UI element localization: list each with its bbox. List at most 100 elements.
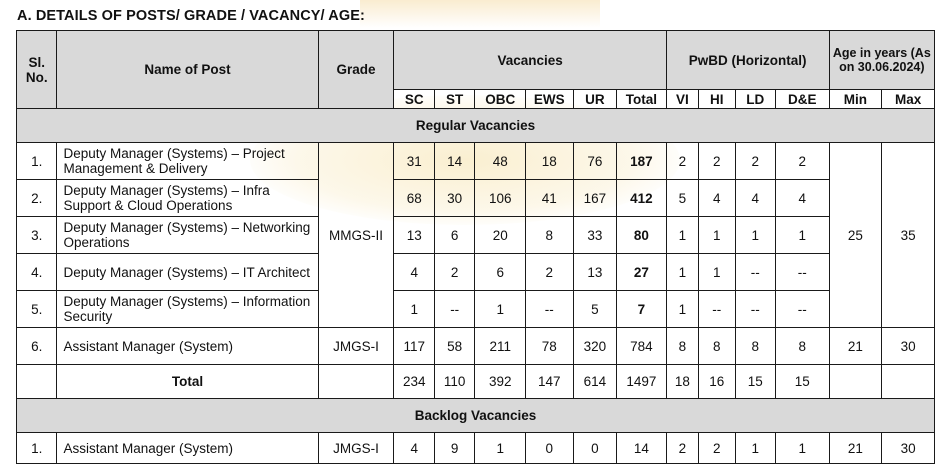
- hi-cell: 2: [698, 432, 736, 464]
- header-obc: OBC: [474, 89, 527, 109]
- de-cell: 8: [774, 327, 830, 365]
- ld-cell: 8: [734, 327, 776, 365]
- sc-cell: 31: [393, 142, 435, 180]
- hi-cell: 4: [698, 179, 736, 217]
- age-min-cell: 21: [828, 432, 883, 464]
- vi-cell: 1: [665, 290, 700, 328]
- sl-cell: 6.: [15, 327, 58, 365]
- hi-cell: 8: [698, 327, 736, 365]
- header-name-of-post: Name of Post: [56, 30, 319, 109]
- backlog-vacancies-label: Backlog Vacancies: [16, 398, 935, 433]
- hi-cell: --: [698, 290, 736, 328]
- vi-total: 18: [665, 364, 700, 399]
- sl-cell: [15, 364, 58, 399]
- ur-cell: 320: [572, 327, 618, 365]
- post-cell: Deputy Manager (Systems) – Infra Support…: [56, 179, 319, 217]
- header-st: ST: [433, 89, 476, 109]
- de-cell: 1: [774, 432, 830, 464]
- st-cell: 6: [433, 216, 476, 254]
- header-sl-no: Sl. No.: [15, 30, 58, 109]
- vi-cell: 2: [665, 432, 700, 464]
- table-row: 1. Deputy Manager (Systems) – Project Ma…: [15, 142, 935, 328]
- header-vacancies: Vacancies: [393, 30, 667, 90]
- obc-cell: 1: [474, 432, 527, 464]
- de-total: 15: [774, 364, 830, 399]
- obc-cell: 211: [474, 327, 527, 365]
- sl-cell: 4.: [15, 253, 58, 291]
- age-max-cell: 30: [881, 327, 935, 365]
- table-row: 3. Deputy Manager (Systems) – Networking…: [15, 216, 935, 254]
- de-cell: 4: [774, 179, 830, 217]
- ews-cell: 2: [525, 253, 574, 291]
- post-cell: Deputy Manager (Systems) – Networking Op…: [56, 216, 319, 254]
- ld-cell: --: [734, 253, 776, 291]
- ld-cell: --: [734, 290, 776, 328]
- de-cell: 2: [774, 142, 830, 180]
- ur-total: 614: [572, 364, 618, 399]
- header-sc: SC: [393, 89, 435, 109]
- sc-total: 234: [393, 364, 435, 399]
- header-max: Max: [881, 89, 935, 109]
- obc-cell: 106: [474, 179, 527, 217]
- ld-cell: 1: [734, 432, 776, 464]
- vi-cell: 5: [665, 179, 700, 217]
- post-cell: Assistant Manager (System): [56, 432, 319, 464]
- age-min-cell: 21: [828, 327, 883, 365]
- post-cell: Deputy Manager (Systems) – Information S…: [56, 290, 319, 328]
- vacancy-table: Sl. No. Name of Post Grade Vacancies PwB…: [15, 30, 936, 464]
- sl-cell: 1.: [15, 142, 58, 180]
- obc-cell: 6: [474, 253, 527, 291]
- total-cell: 14: [616, 432, 667, 464]
- obc-cell: 48: [474, 142, 527, 180]
- obc-cell: 20: [474, 216, 527, 254]
- st-cell: 30: [433, 179, 476, 217]
- sc-cell: 117: [393, 327, 435, 365]
- sc-cell: 1: [393, 290, 435, 328]
- header-pwbd: PwBD (Horizontal): [665, 30, 830, 90]
- obc-cell: 1: [474, 290, 527, 328]
- ur-cell: 13: [572, 253, 618, 291]
- total-cell: 7: [616, 290, 667, 328]
- grade-cell: JMGS-I: [317, 432, 395, 464]
- age-min-cell: 25: [828, 142, 883, 328]
- st-total: 110: [433, 364, 476, 399]
- sl-cell: 2.: [15, 179, 58, 217]
- ews-cell: 78: [525, 327, 574, 365]
- sl-cell: 5.: [15, 290, 58, 328]
- de-cell: --: [774, 253, 830, 291]
- sl-cell: 1.: [15, 432, 58, 464]
- st-cell: --: [433, 290, 476, 328]
- table-row: 6. Assistant Manager (System) JMGS-I 117…: [15, 327, 935, 365]
- table-row: 5. Deputy Manager (Systems) – Informatio…: [15, 290, 935, 328]
- ld-cell: 4: [734, 179, 776, 217]
- vi-cell: 1: [665, 253, 700, 291]
- grand-total: 1497: [616, 364, 667, 399]
- hi-total: 16: [698, 364, 736, 399]
- st-cell: 58: [433, 327, 476, 365]
- header-ld: LD: [734, 89, 776, 109]
- total-cell: 27: [616, 253, 667, 291]
- vi-cell: 8: [665, 327, 700, 365]
- hi-cell: 2: [698, 142, 736, 180]
- hi-cell: 1: [698, 216, 736, 254]
- age-max-cell: 35: [881, 142, 935, 328]
- age-max-cell: [881, 364, 935, 399]
- grade-cell: MMGS-II: [317, 142, 395, 328]
- age-max-cell: 30: [881, 432, 935, 464]
- ews-cell: 0: [525, 432, 574, 464]
- de-cell: --: [774, 290, 830, 328]
- header-vi: VI: [665, 89, 700, 109]
- vi-cell: 2: [665, 142, 700, 180]
- header-total: Total: [616, 89, 667, 109]
- table-row: 4. Deputy Manager (Systems) – IT Archite…: [15, 253, 935, 291]
- grade-cell: [317, 364, 395, 399]
- ews-cell: --: [525, 290, 574, 328]
- ews-cell: 41: [525, 179, 574, 217]
- sc-cell: 68: [393, 179, 435, 217]
- st-cell: 14: [433, 142, 476, 180]
- section-heading: A. DETAILS OF POSTS/ GRADE / VACANCY/ AG…: [17, 8, 365, 24]
- post-cell: Assistant Manager (System): [56, 327, 319, 365]
- total-row: Total 234 110 392 147 614 1497 18 16 15 …: [15, 364, 935, 399]
- sc-cell: 4: [393, 253, 435, 291]
- ur-cell: 33: [572, 216, 618, 254]
